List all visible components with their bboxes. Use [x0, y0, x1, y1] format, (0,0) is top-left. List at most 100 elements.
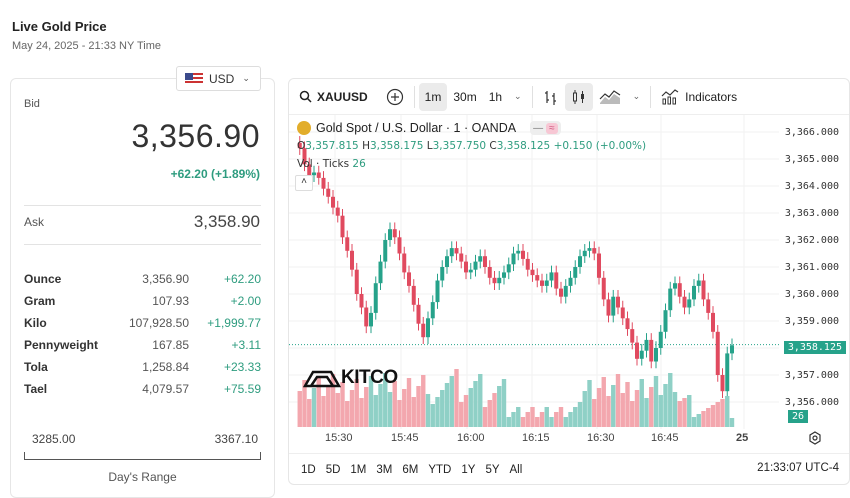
range-1m[interactable]: 1M [350, 463, 367, 476]
range-1y[interactable]: 1Y [461, 463, 476, 476]
range-ytd[interactable]: YTD [428, 463, 452, 476]
unit-change: +2.00 [230, 294, 261, 308]
unit-name: Tael [24, 382, 48, 396]
interval-30m[interactable]: 30m [453, 89, 477, 104]
plus-circle-icon [386, 88, 403, 105]
symbol-name: XAUUSD [317, 89, 368, 104]
divider [24, 205, 261, 206]
candlestick-plot[interactable] [289, 115, 850, 429]
interval-dropdown[interactable]: ⌄ [514, 91, 522, 101]
unit-change: +62.20 [223, 272, 261, 286]
divider [650, 85, 652, 108]
range-5y[interactable]: 5Y [485, 463, 500, 476]
unit-name: Ounce [24, 272, 62, 286]
bars-style-button[interactable] [537, 83, 565, 111]
x-tick: 16:30 [587, 432, 615, 444]
currency-selector[interactable]: USD ⌄ [176, 66, 261, 91]
last-price-tag: 3,358.125 [783, 341, 846, 354]
unit-change: +75.59 [223, 382, 261, 396]
bid-change: +62.20 (+1.89%) [170, 167, 260, 181]
x-tick: 15:30 [325, 432, 353, 444]
unit-name: Tola [24, 360, 48, 374]
y-tick: 3,364.000 [784, 181, 839, 192]
kitco-text: KITCO [341, 367, 398, 388]
page-title: Live Gold Price [12, 19, 107, 34]
open-value: 3,357.815 [305, 140, 359, 152]
unit-price: 107.93 [152, 294, 189, 308]
chart-clock: 21:33:07 UTC-4 [757, 462, 839, 474]
interval-1m[interactable]: 1m [418, 82, 448, 111]
table-row: Ounce 3,356.90 +62.20 [24, 268, 261, 290]
search-icon [299, 90, 312, 103]
table-row: Gram 107.93 +2.00 [24, 290, 261, 312]
ask-label: Ask [24, 215, 45, 229]
volume-label: Vol · Ticks [297, 158, 350, 170]
divider [413, 85, 415, 108]
chart-style-dropdown[interactable]: ⌄ [632, 91, 641, 101]
range-5d[interactable]: 5D [325, 463, 341, 476]
divider [531, 85, 533, 108]
chart-legend-title: Gold Spot / U.S. Dollar · 1 · OANDA — ≈ [297, 121, 561, 135]
y-tick: 3,363.000 [784, 208, 839, 219]
bars-icon [544, 90, 556, 105]
range-label: Day's Range [108, 470, 177, 484]
range-1d[interactable]: 1D [301, 463, 316, 476]
y-tick: 3,362.000 [784, 235, 839, 246]
unit-change: +1,999.77 [207, 316, 261, 330]
x-tick: 25 [736, 432, 749, 444]
last-volume-tag: 26 [788, 410, 809, 423]
indicators-button[interactable]: Indicators [655, 83, 743, 111]
unit-price: 3,356.90 [142, 272, 189, 286]
table-row: Pennyweight 167.85 +3.11 [24, 334, 261, 356]
kitco-watermark: KITCO [303, 367, 398, 389]
ohlc-legend: O3,357.815 H3,358.175 L3,357.750 C3,358.… [297, 140, 647, 152]
change-value: +0.150 (+0.00%) [553, 140, 647, 152]
x-tick: 15:45 [391, 432, 419, 444]
settings-icon[interactable] [808, 431, 822, 445]
bid-price: 3,356.90 [131, 118, 260, 154]
range-6m[interactable]: 6M [402, 463, 419, 476]
unit-change: +23.33 [223, 360, 261, 374]
gold-icon [297, 121, 311, 135]
y-tick: 3,366.000 [784, 127, 839, 138]
legend-title: Gold Spot / U.S. Dollar · 1 · OANDA [316, 121, 517, 135]
unit-name: Kilo [24, 316, 47, 330]
range-low: 3285.00 [32, 432, 76, 446]
x-tick: 16:45 [651, 432, 679, 444]
compare-button[interactable] [380, 83, 410, 111]
y-tick: 3,356.000 [784, 397, 839, 408]
candles-style-button[interactable] [564, 82, 593, 111]
unit-price: 1,258.84 [142, 360, 189, 374]
minus-icon: — [533, 122, 544, 134]
volume-value: 26 [352, 158, 366, 170]
x-tick: 16:15 [522, 432, 550, 444]
range-3m[interactable]: 3M [376, 463, 393, 476]
table-row: Tael 4,079.57 +75.59 [24, 378, 261, 400]
y-tick: 3,357.000 [784, 370, 839, 381]
ask-price: 3,358.90 [193, 212, 260, 231]
low-value: 3,357.750 [432, 140, 487, 152]
collapse-legend-button[interactable]: ˄ [295, 175, 313, 191]
time-axis[interactable]: 15:30 15:45 16:00 16:15 16:30 16:45 25 [289, 429, 849, 449]
table-row: Tola 1,258.84 +23.33 [24, 356, 261, 378]
y-tick: 3,361.000 [784, 262, 839, 273]
area-chart-icon [599, 89, 620, 104]
y-tick: 3,365.000 [784, 154, 839, 165]
bid-label: Bid [24, 98, 40, 110]
price-chart[interactable]: XAUUSD 1m 30m 1h ⌄ ⌄ Indicators Gold Spo… [288, 78, 850, 485]
range-all[interactable]: All [509, 463, 523, 476]
volume-legend: Vol · Ticks 26 [297, 158, 366, 170]
unit-change: +3.11 [231, 338, 261, 352]
unit-price: 167.85 [152, 338, 189, 352]
unit-name: Pennyweight [24, 338, 99, 352]
unit-name: Gram [24, 294, 56, 308]
range-selector: 1D 5D 1M 3M 6M YTD 1Y 5Y All [289, 453, 849, 484]
divider [24, 244, 261, 245]
interval-1h[interactable]: 1h [488, 89, 503, 104]
legend-toggle[interactable]: — ≈ [530, 121, 561, 135]
unit-price: 4,079.57 [142, 382, 189, 396]
indicators-icon [661, 88, 679, 104]
approx-icon: ≈ [546, 122, 558, 134]
area-style-button[interactable] [593, 83, 627, 111]
symbol-search[interactable]: XAUUSD [289, 83, 374, 111]
